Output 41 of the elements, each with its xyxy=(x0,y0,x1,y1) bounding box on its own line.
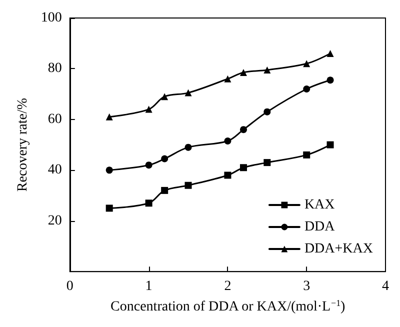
point xyxy=(240,126,247,134)
legend-label: DDA+KAX xyxy=(304,242,374,256)
point xyxy=(326,141,334,148)
point xyxy=(326,76,334,84)
point xyxy=(184,89,192,96)
y-tick-label: 100 xyxy=(40,10,62,26)
y-tick-label: 60 xyxy=(48,112,62,127)
point xyxy=(145,162,152,169)
point xyxy=(145,200,152,207)
point xyxy=(303,86,310,93)
point xyxy=(240,69,247,76)
point xyxy=(303,60,310,68)
point xyxy=(184,182,192,189)
point xyxy=(161,155,168,162)
point xyxy=(106,204,113,212)
x-tick-label: 2 xyxy=(224,279,232,294)
point xyxy=(184,144,192,151)
point xyxy=(303,151,310,158)
point xyxy=(145,106,152,113)
point xyxy=(106,166,113,174)
point xyxy=(240,164,247,172)
x-tick-label: 0 xyxy=(66,279,74,294)
legend-label: DDA xyxy=(304,220,336,234)
x-tick-label: 3 xyxy=(303,279,310,294)
point xyxy=(224,138,232,144)
point xyxy=(161,93,168,100)
point xyxy=(224,172,232,179)
point xyxy=(161,186,168,194)
point xyxy=(264,159,271,166)
x-tick-label: 4 xyxy=(382,279,389,294)
y-tick-label: 80 xyxy=(48,61,62,76)
point xyxy=(264,66,271,74)
y-axis-title: Recovery rate/% xyxy=(16,98,30,192)
point xyxy=(106,113,113,120)
point xyxy=(326,50,334,58)
x-tick-label: 1 xyxy=(145,279,152,294)
point xyxy=(224,75,232,82)
y-tick-label: 20 xyxy=(48,213,62,228)
legend-label: KAX xyxy=(304,198,335,212)
point xyxy=(264,108,271,116)
y-tick-label: 40 xyxy=(48,162,62,178)
